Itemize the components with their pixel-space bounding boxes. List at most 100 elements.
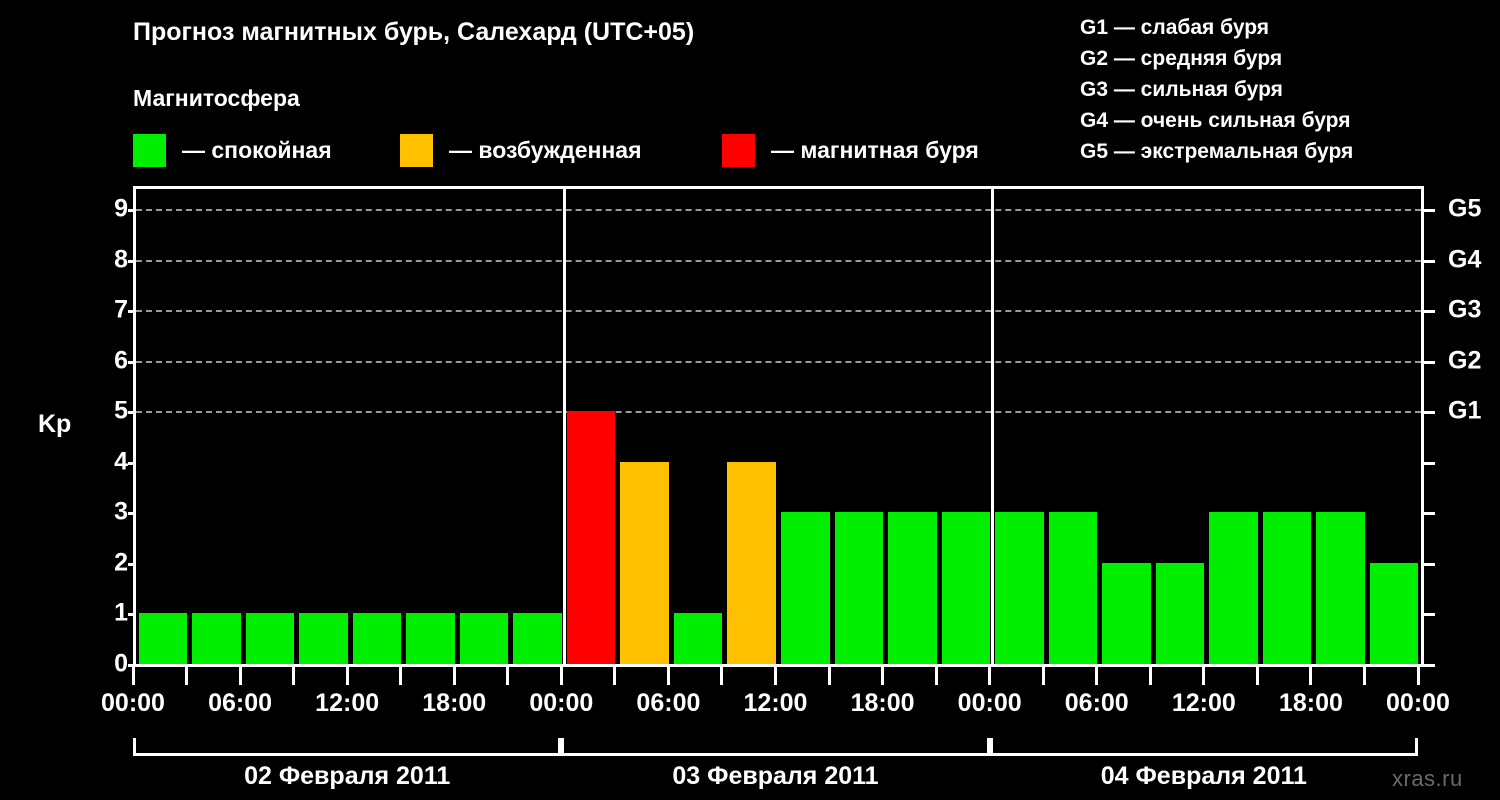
bar <box>352 613 402 664</box>
bar <box>1102 562 1151 664</box>
x-tick-mark <box>881 667 885 685</box>
g-tick-mark <box>1424 411 1435 415</box>
x-tick-mark <box>452 667 456 685</box>
g-scale-row-g5: G5 — экстремальная буря <box>1080 140 1354 163</box>
x-tick-mark <box>988 667 992 685</box>
y-tick-label-6: 6 <box>114 346 128 375</box>
x-tick-label: 06:00 <box>208 689 273 717</box>
x-tick-label: 12:00 <box>1171 689 1236 717</box>
y-tick-label-3: 3 <box>114 497 128 526</box>
plot-area <box>133 186 1424 667</box>
x-axis: 00:00 06:00 12:00 18:00 00:00 06:00 12:00 18:00… <box>101 667 1450 727</box>
x-tick-mark <box>559 667 563 685</box>
g-tick-mark <box>1424 512 1435 516</box>
x-tick-mark <box>720 667 724 685</box>
x-tick-mark <box>345 667 349 685</box>
bar <box>513 613 562 664</box>
x-tick-mark <box>1202 667 1206 685</box>
y-tick-label-4: 4 <box>114 447 128 476</box>
x-tick-mark <box>131 667 135 685</box>
g-scale-row-g3: G3 — сильная буря <box>1080 78 1283 101</box>
bar <box>995 512 1044 664</box>
x-tick-mark <box>506 667 510 685</box>
x-tick-label: 00:00 <box>529 689 594 717</box>
bar <box>299 613 348 664</box>
bar <box>1316 512 1365 664</box>
legend-heading: Магнитосфера <box>133 85 300 111</box>
gridline-kp-6 <box>136 360 1421 363</box>
y-axis-title: Kp <box>38 410 72 438</box>
x-tick-mark <box>827 667 831 685</box>
x-tick-mark <box>292 667 296 685</box>
x-tick-label: 18:00 <box>1278 689 1343 717</box>
gridline-kp-5 <box>136 411 1421 414</box>
y-tick-label-0: 0 <box>114 649 128 678</box>
x-tick-label: 12:00 <box>743 689 808 717</box>
g-scale-legend: G1 — слабая буря G2 — средняя буря G3 — … <box>1080 12 1495 167</box>
bar <box>406 613 455 664</box>
bar <box>620 461 669 664</box>
day-axis: 02 Февраля 2011 03 Февраля 2011 04 Февраля… <box>133 738 1424 798</box>
g-tick-mark <box>1424 310 1435 314</box>
y-tick-label-8: 8 <box>114 245 128 274</box>
gridline-kp-8 <box>136 259 1421 262</box>
x-tick-mark <box>934 667 938 685</box>
watermark: xras.ru <box>1392 766 1463 791</box>
day-bracket <box>989 738 1418 756</box>
x-tick-label: 18:00 <box>422 689 487 717</box>
g-tick-mark <box>1424 209 1435 213</box>
x-tick-label: 00:00 <box>1386 689 1450 717</box>
g-scale-row-g4: G4 — очень сильная буря <box>1080 109 1351 132</box>
legend-label-unsettled: — возбужденная <box>449 136 642 163</box>
y-tick-label-7: 7 <box>114 295 128 324</box>
day-bracket <box>133 738 562 756</box>
x-tick-mark <box>185 667 189 685</box>
g-tick-label-g2: G2 <box>1448 346 1482 375</box>
g-tick-mark <box>1424 613 1435 617</box>
legend-item-unsettled: — возбужденная <box>400 133 642 167</box>
bar <box>1369 562 1419 664</box>
x-tick-label: 00:00 <box>957 689 1022 717</box>
g-tick-mark <box>1424 461 1435 465</box>
bar <box>1262 512 1312 664</box>
legend-label-calm: — спокойная <box>182 136 332 163</box>
g-tick-label-g1: G1 <box>1448 396 1482 425</box>
g-scale-row-g2: G2 — средняя буря <box>1080 47 1283 70</box>
day-separator-line <box>562 189 566 664</box>
y-axis-left: 0 1 2 3 4 5 6 7 8 9 <box>68 186 138 678</box>
x-tick-mark <box>1255 667 1259 685</box>
bar <box>673 613 723 664</box>
g-tick-label-g4: G4 <box>1448 245 1482 274</box>
x-tick-mark <box>1041 667 1045 685</box>
y-tick-label-5: 5 <box>114 396 128 425</box>
g-tick-mark <box>1424 360 1435 364</box>
bar <box>1155 562 1205 664</box>
bar <box>459 613 509 664</box>
bar <box>781 512 830 664</box>
g-scale-row-g1: G1 — слабая буря <box>1080 16 1270 39</box>
x-tick-mark <box>1148 667 1152 685</box>
bar <box>1209 512 1258 664</box>
y-tick-label-2: 2 <box>114 548 128 577</box>
x-tick-mark <box>399 667 403 685</box>
g-tick-label-g5: G5 <box>1448 194 1482 223</box>
bar <box>834 512 884 664</box>
legend-item-calm: — спокойная <box>133 133 332 167</box>
plot-inner <box>136 189 1421 664</box>
x-tick-label: 12:00 <box>315 689 380 717</box>
x-tick-label: 06:00 <box>636 689 701 717</box>
g-tick-label-g3: G3 <box>1448 295 1482 324</box>
g-tick-mark <box>1424 562 1435 566</box>
page-title: Прогноз магнитных бурь, Салехард (UTC+05… <box>133 18 695 46</box>
x-tick-mark <box>1309 667 1313 685</box>
legend-swatch-storm-icon <box>722 133 755 167</box>
day-label-1: 03 Февраля 2011 <box>672 762 879 790</box>
gridline-kp-9 <box>136 209 1421 212</box>
x-tick-mark <box>1416 667 1420 685</box>
day-separator-line <box>991 189 995 664</box>
x-tick-label: 00:00 <box>101 689 165 717</box>
bar <box>727 461 776 664</box>
bar <box>566 411 616 664</box>
x-tick-label: 06:00 <box>1064 689 1129 717</box>
